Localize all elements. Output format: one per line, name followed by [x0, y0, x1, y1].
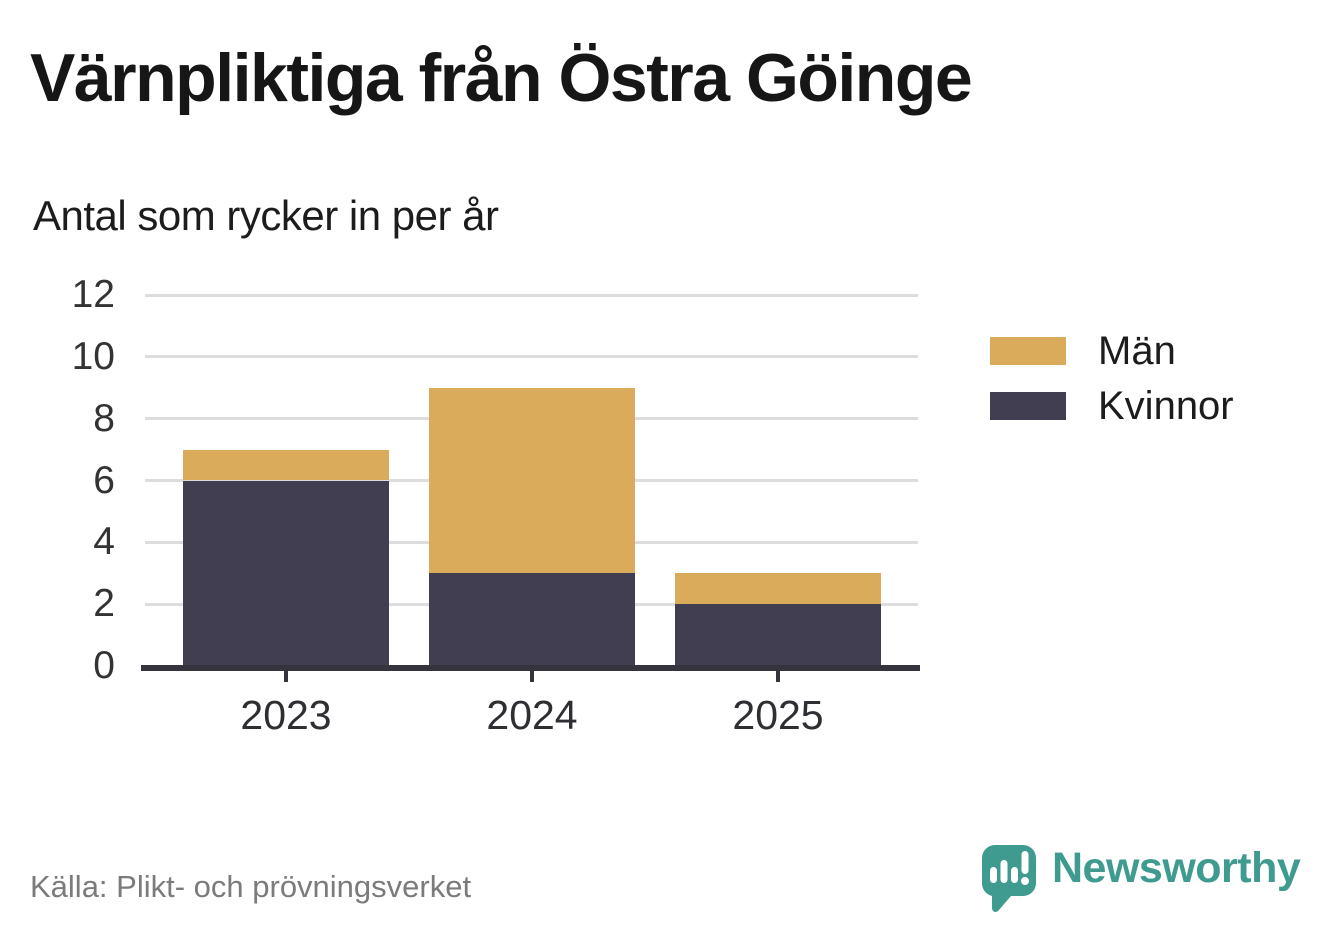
legend-item-kvinnor: Kvinnor — [990, 384, 1234, 428]
x-axis-tick-label: 2024 — [486, 692, 578, 738]
legend-swatch — [990, 392, 1066, 420]
chart-subtitle: Antal som rycker in per år — [33, 192, 499, 239]
bar-segment-män-2023 — [183, 449, 389, 481]
bar-segment-män-2024 — [429, 387, 635, 574]
x-axis-tick — [776, 671, 780, 682]
legend-swatch — [990, 337, 1066, 365]
x-axis-line — [141, 665, 920, 671]
source-text: Källa: Plikt- och prövningsverket — [30, 869, 472, 904]
x-axis-tick-label: 2023 — [240, 692, 332, 738]
bar-segment-kvinnor-2024 — [429, 573, 635, 666]
y-axis-tick-label: 10 — [71, 334, 115, 378]
y-axis-tick-label: 4 — [93, 520, 115, 564]
legend-item-män: Män — [990, 329, 1234, 373]
newsworthy-wordmark: Newsworthy — [1052, 844, 1301, 892]
bar-segment-kvinnor-2025 — [675, 604, 881, 666]
y-axis-tick-label: 12 — [71, 273, 115, 316]
x-axis-tick-label: 2025 — [732, 692, 824, 738]
bar-segment-män-2025 — [675, 573, 881, 605]
x-axis-tick — [530, 671, 534, 682]
legend-label: Män — [1098, 328, 1176, 373]
gridline — [145, 293, 918, 297]
y-axis-tick-label: 8 — [93, 396, 115, 440]
legend-label: Kvinnor — [1098, 383, 1234, 428]
bar-segment-kvinnor-2023 — [183, 480, 389, 666]
x-axis-tick — [284, 671, 288, 682]
y-axis-tick-label: 6 — [93, 458, 115, 502]
gridline — [145, 355, 918, 359]
y-axis-tick-label: 0 — [93, 644, 115, 687]
newsworthy-icon — [982, 845, 1036, 913]
newsworthy-logo: Newsworthy — [981, 844, 1301, 913]
y-axis-tick-label: 2 — [93, 582, 115, 626]
chart-title: Värnpliktiga från Östra Göinge — [30, 40, 973, 116]
legend: Män Kvinnor — [990, 329, 1234, 428]
